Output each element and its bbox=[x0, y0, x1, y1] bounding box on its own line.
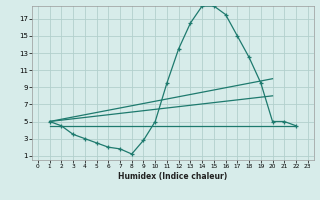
X-axis label: Humidex (Indice chaleur): Humidex (Indice chaleur) bbox=[118, 172, 228, 181]
